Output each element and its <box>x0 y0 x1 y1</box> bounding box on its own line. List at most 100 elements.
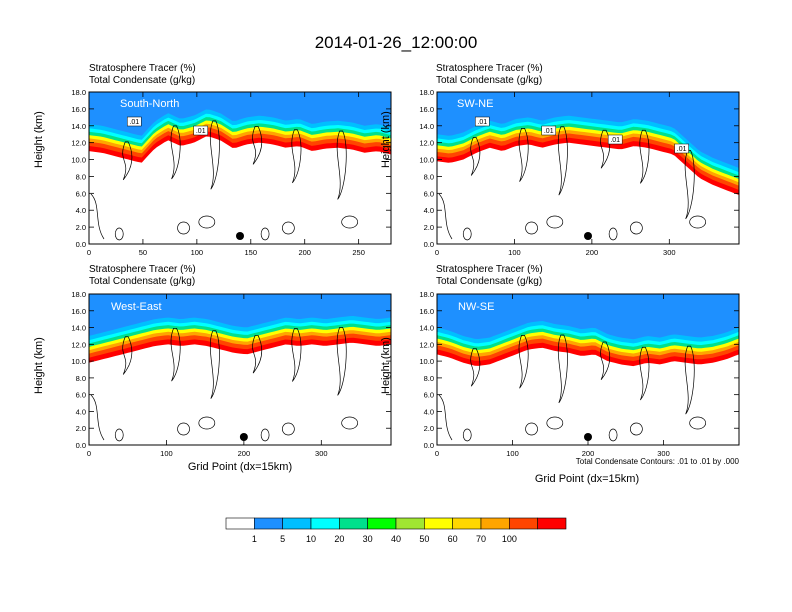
panel-title-line1: Stratosphere Tracer (%) <box>436 264 543 275</box>
condensate-contour <box>260 428 270 442</box>
condensate-contour <box>170 125 181 180</box>
y-tick-label: 6.0 <box>76 189 86 198</box>
condensate-contour <box>90 193 105 240</box>
condensate-contour <box>684 345 695 415</box>
panel-label: SW-NE <box>457 98 494 110</box>
colorbar-swatch <box>254 517 283 530</box>
y-tick-label: 2.0 <box>76 223 86 232</box>
tracer-band <box>437 92 739 168</box>
y-tick-label: 6.0 <box>76 391 86 400</box>
y-tick-label: 18.0 <box>419 290 434 299</box>
panel-title-line2: Total Condensate (g/kg) <box>436 276 543 287</box>
y-tick-label: 16.0 <box>71 105 86 114</box>
x-tick-label: 100 <box>508 248 521 257</box>
contour-label-box <box>674 143 689 154</box>
condensate-contour <box>341 416 359 430</box>
colorbar-swatch <box>537 517 567 530</box>
condensate-contour <box>438 193 453 240</box>
condensate-contour <box>639 129 650 184</box>
condensate-contours <box>90 120 359 241</box>
condensate-contour <box>608 428 618 442</box>
condensate-contour <box>341 215 359 229</box>
condensate-contour <box>114 227 124 241</box>
panel-title-line1: Stratosphere Tracer (%) <box>89 63 196 74</box>
tracer-field <box>437 92 739 244</box>
panel-label: NW-SE <box>458 301 495 313</box>
x-tick-label: 200 <box>586 248 599 257</box>
figure-title: 2014-01-26_12:00:00 <box>314 33 478 52</box>
condensate-contour <box>557 126 568 196</box>
condensate-contour <box>689 416 707 430</box>
y-tick-label: 8.0 <box>76 374 86 383</box>
y-tick-label: 14.0 <box>419 122 434 131</box>
condensate-contour <box>546 215 564 229</box>
contour-label-box <box>541 125 556 136</box>
condensate-contour <box>291 129 302 184</box>
colorbar-label: 1 <box>252 534 257 544</box>
tracer-field <box>89 294 391 445</box>
plot-frame <box>88 91 392 245</box>
colorbar: 1 5 10 20 30 40 50 60 70 100 <box>225 517 567 544</box>
footnote: Total Condensate Contours: .01 to .01 by… <box>575 457 739 466</box>
tracer-band <box>89 92 391 136</box>
panel-title-line1: Stratosphere Tracer (%) <box>436 63 543 74</box>
y-tick-label: 10.0 <box>419 357 434 366</box>
plot-frame <box>436 91 740 245</box>
y-tick-label: 2.0 <box>424 223 434 232</box>
condensate-contour <box>282 422 295 436</box>
y-tick-label: 2.0 <box>76 424 86 433</box>
contour-label: .01 <box>129 119 139 126</box>
condensate-contour <box>198 215 216 229</box>
x-tick-label: 300 <box>657 449 670 458</box>
x-axis-label: Grid Point (dx=15km) <box>534 473 640 485</box>
condensate-contour <box>291 328 302 382</box>
colorbar-swatch <box>282 517 312 530</box>
x-tick-label: 200 <box>298 248 311 257</box>
location-marker <box>236 232 244 240</box>
y-axis-label: Height (km) <box>33 111 45 168</box>
y-tick-label: 14.0 <box>71 324 86 333</box>
contour-label-box <box>127 116 142 127</box>
condensate-contour <box>546 416 564 430</box>
x-tick-label: 0 <box>435 449 439 458</box>
y-tick-label: 14.0 <box>71 122 86 131</box>
tracer-field <box>437 294 739 445</box>
colorbar-swatch <box>367 517 397 530</box>
condensate-contours <box>438 334 707 442</box>
y-tick-label: 10.0 <box>71 156 86 165</box>
y-tick-label: 16.0 <box>419 105 434 114</box>
x-tick-label: 200 <box>582 449 595 458</box>
condensate-contour <box>282 221 295 235</box>
condensate-contour <box>209 330 220 399</box>
y-tick-label: 0.0 <box>424 441 434 450</box>
condensate-contour <box>525 221 538 235</box>
x-tick-label: 100 <box>506 449 519 458</box>
x-tick-label: 250 <box>352 248 365 257</box>
y-axis-label: Height (km) <box>33 337 45 394</box>
panel-title-line1: Stratosphere Tracer (%) <box>89 264 196 275</box>
y-tick-label: 8.0 <box>424 374 434 383</box>
condensate-contour <box>122 336 133 375</box>
condensate-contour <box>518 335 529 389</box>
y-tick-label: 8.0 <box>76 172 86 181</box>
y-axis-label: Height (km) <box>380 111 392 168</box>
chart-panel: 0.0 2.0 4.0 6.0 8.0 10.0 12.0 14.0 16.0 18.0 0 100 2… <box>71 290 392 458</box>
condensate-contour <box>462 227 472 241</box>
y-tick-label: 18.0 <box>71 290 86 299</box>
condensate-contours <box>90 327 359 442</box>
colorbar-label: 50 <box>419 534 429 544</box>
tracer-band <box>89 294 391 336</box>
colorbar-label: 20 <box>334 534 344 544</box>
contour-label: .01 <box>544 128 554 135</box>
condensate-contour <box>252 335 263 374</box>
colorbar-swatch <box>310 517 340 530</box>
colorbar-label: 30 <box>363 534 373 544</box>
condensate-contour <box>608 227 618 241</box>
condensate-contour <box>630 422 643 436</box>
condensate-contour <box>438 394 453 441</box>
plot-frame <box>88 293 392 446</box>
condensate-contour <box>177 221 190 235</box>
y-tick-label: 16.0 <box>419 307 434 316</box>
tracer-band <box>437 294 739 340</box>
condensate-contour <box>639 346 650 401</box>
